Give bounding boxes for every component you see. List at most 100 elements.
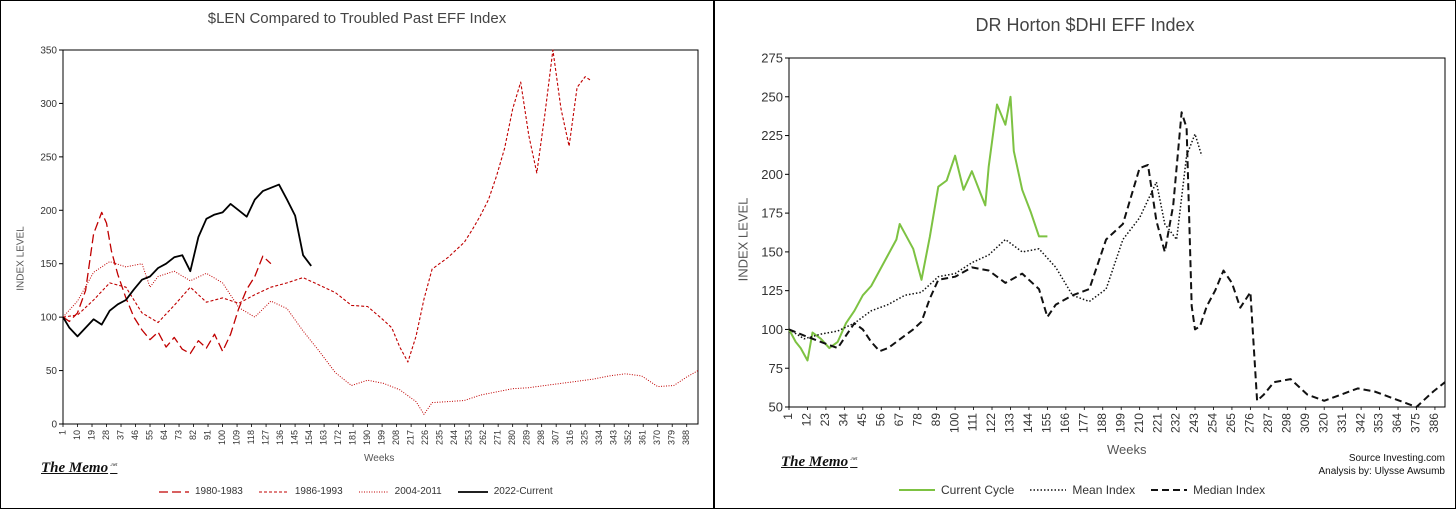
x-tick-label: 100 <box>947 413 961 433</box>
x-tick-label: 379 <box>667 430 677 445</box>
y-axis-label: INDEX LEVEL <box>15 226 27 291</box>
x-tick-label: 28 <box>101 430 111 440</box>
x-tick-label: 298 <box>536 430 546 445</box>
x-tick-label: 353 <box>1372 413 1386 433</box>
x-tick-label: 122 <box>984 413 998 433</box>
y-tick-label: 150 <box>761 244 783 259</box>
x-tick-label: 144 <box>1021 413 1035 433</box>
x-tick-label: 181 <box>347 430 357 445</box>
y-tick-label: 175 <box>761 206 783 221</box>
x-tick-label: 55 <box>144 430 154 440</box>
y-tick-label: 0 <box>51 420 57 431</box>
y-tick-label: 50 <box>46 366 58 377</box>
x-tick-label: 91 <box>202 430 212 440</box>
dhi-chart-svg: 50 75 100 125 150 175 200 225 250 275 1 12 23 34 45 56 6… <box>761 51 1446 433</box>
series-line-1986-1993 <box>62 49 591 363</box>
x-tick-label: 217 <box>405 430 415 445</box>
x-tick-label: 342 <box>1353 413 1367 433</box>
y-tick-label: 350 <box>40 46 57 57</box>
x-tick-label: 287 <box>1261 413 1275 433</box>
y-tick-label: 75 <box>769 361 783 376</box>
x-tick-label: 243 <box>1187 413 1201 433</box>
x-tick-label: 244 <box>449 430 459 445</box>
y-tick-label: 300 <box>40 99 57 110</box>
x-tick-label: 235 <box>435 430 445 445</box>
x-tick-label: 188 <box>1095 413 1109 433</box>
x-tick-label: 82 <box>188 430 198 440</box>
x-tick-label: 78 <box>910 413 924 427</box>
x-tick-label: 100 <box>217 430 227 445</box>
x-tick-label: 64 <box>159 430 169 440</box>
analysis-note: Analysis by: Ulysse Awsumb <box>1318 466 1445 477</box>
y-tick-label: 100 <box>40 313 57 324</box>
x-tick-label: 199 <box>376 430 386 445</box>
chart-legend: 1980-1983 1986-1993 2004-2011 2022-Curre… <box>159 486 569 497</box>
y-tick-label: 225 <box>761 128 783 143</box>
x-tick-label: 37 <box>115 430 125 440</box>
x-tick-label: 361 <box>638 430 648 445</box>
x-tick-label: 352 <box>623 430 633 445</box>
x-tick-label: 56 <box>873 413 887 427</box>
x-tick-label: 145 <box>289 430 299 445</box>
x-tick-label: 320 <box>1316 413 1330 433</box>
x-tick-label: 364 <box>1390 413 1404 433</box>
x-tick-label: 154 <box>304 430 314 445</box>
memo-logo: The Memo .net <box>41 460 118 476</box>
x-axis-label: Weeks <box>364 453 395 464</box>
x-tick-label: 309 <box>1298 413 1312 433</box>
y-tick-label: 275 <box>761 51 783 66</box>
x-tick-label: 45 <box>855 413 869 427</box>
x-tick-label: 226 <box>420 430 430 445</box>
chart-title: $LEN Compared to Troubled Past EFF Index <box>207 10 507 27</box>
chart-legend: Current Cycle Mean Index Median Index <box>899 483 1281 497</box>
x-tick-label: 388 <box>681 430 691 445</box>
y-tick-label: 250 <box>761 89 783 104</box>
source-note: Source Investing.com <box>1348 453 1445 464</box>
x-tick-label: 262 <box>478 430 488 445</box>
series-line-current-cycle <box>788 95 1048 362</box>
memo-logo: The Memo .net <box>781 454 858 470</box>
y-tick-label: 100 <box>761 322 783 337</box>
series-line-2004-2011 <box>62 261 699 415</box>
x-tick-label: 343 <box>609 430 619 445</box>
x-tick-label: 133 <box>1003 413 1017 433</box>
y-tick-label: 200 <box>761 167 783 182</box>
x-tick-label: 23 <box>818 413 832 427</box>
x-tick-label: 118 <box>246 430 256 444</box>
x-tick-label: 163 <box>318 430 328 445</box>
x-tick-label: 232 <box>1169 413 1183 433</box>
legend-item-current-cycle: Current Cycle <box>899 483 1015 497</box>
x-tick-label: 316 <box>565 430 575 445</box>
x-tick-label: 221 <box>1150 413 1164 433</box>
series-line-median-index <box>788 111 1446 408</box>
x-tick-label: 136 <box>275 430 285 445</box>
y-tick-label: 50 <box>769 400 783 415</box>
x-tick-label: 280 <box>507 430 517 445</box>
x-tick-label: 172 <box>333 430 343 445</box>
chart-panel-dhi: 50 75 100 125 150 175 200 225 250 275 1 12 23 34 45 56 6… <box>714 0 1456 509</box>
x-tick-label: 370 <box>652 430 662 445</box>
x-tick-label: 89 <box>929 413 943 427</box>
legend-item-median-index: Median Index <box>1151 483 1266 497</box>
x-tick-label: 155 <box>1040 413 1054 433</box>
x-tick-label: 271 <box>493 430 503 445</box>
x-tick-label: 386 <box>1427 413 1441 433</box>
legend-item-2022-current: 2022-Current <box>457 486 553 497</box>
x-tick-label: 199 <box>1113 413 1127 433</box>
x-tick-label: 307 <box>551 430 561 445</box>
legend-item-mean-index: Mean Index <box>1030 483 1136 497</box>
x-tick-label: 1 <box>57 430 67 435</box>
x-tick-label: 10 <box>72 430 82 440</box>
series-line-1980-1983 <box>62 211 272 355</box>
plot-area <box>788 57 1446 408</box>
legend-item-1980-1983: 1980-1983 <box>159 486 243 497</box>
x-tick-label: 276 <box>1243 413 1257 433</box>
x-tick-label: 298 <box>1279 413 1293 433</box>
x-tick-label: 375 <box>1409 413 1423 433</box>
x-tick-label: 166 <box>1058 413 1072 433</box>
x-tick-label: 254 <box>1206 413 1220 433</box>
series-line-2022-current <box>62 183 312 338</box>
x-tick-label: 334 <box>594 430 604 445</box>
legend-item-2004-2011: 2004-2011 <box>358 486 442 497</box>
x-tick-label: 127 <box>260 430 270 445</box>
